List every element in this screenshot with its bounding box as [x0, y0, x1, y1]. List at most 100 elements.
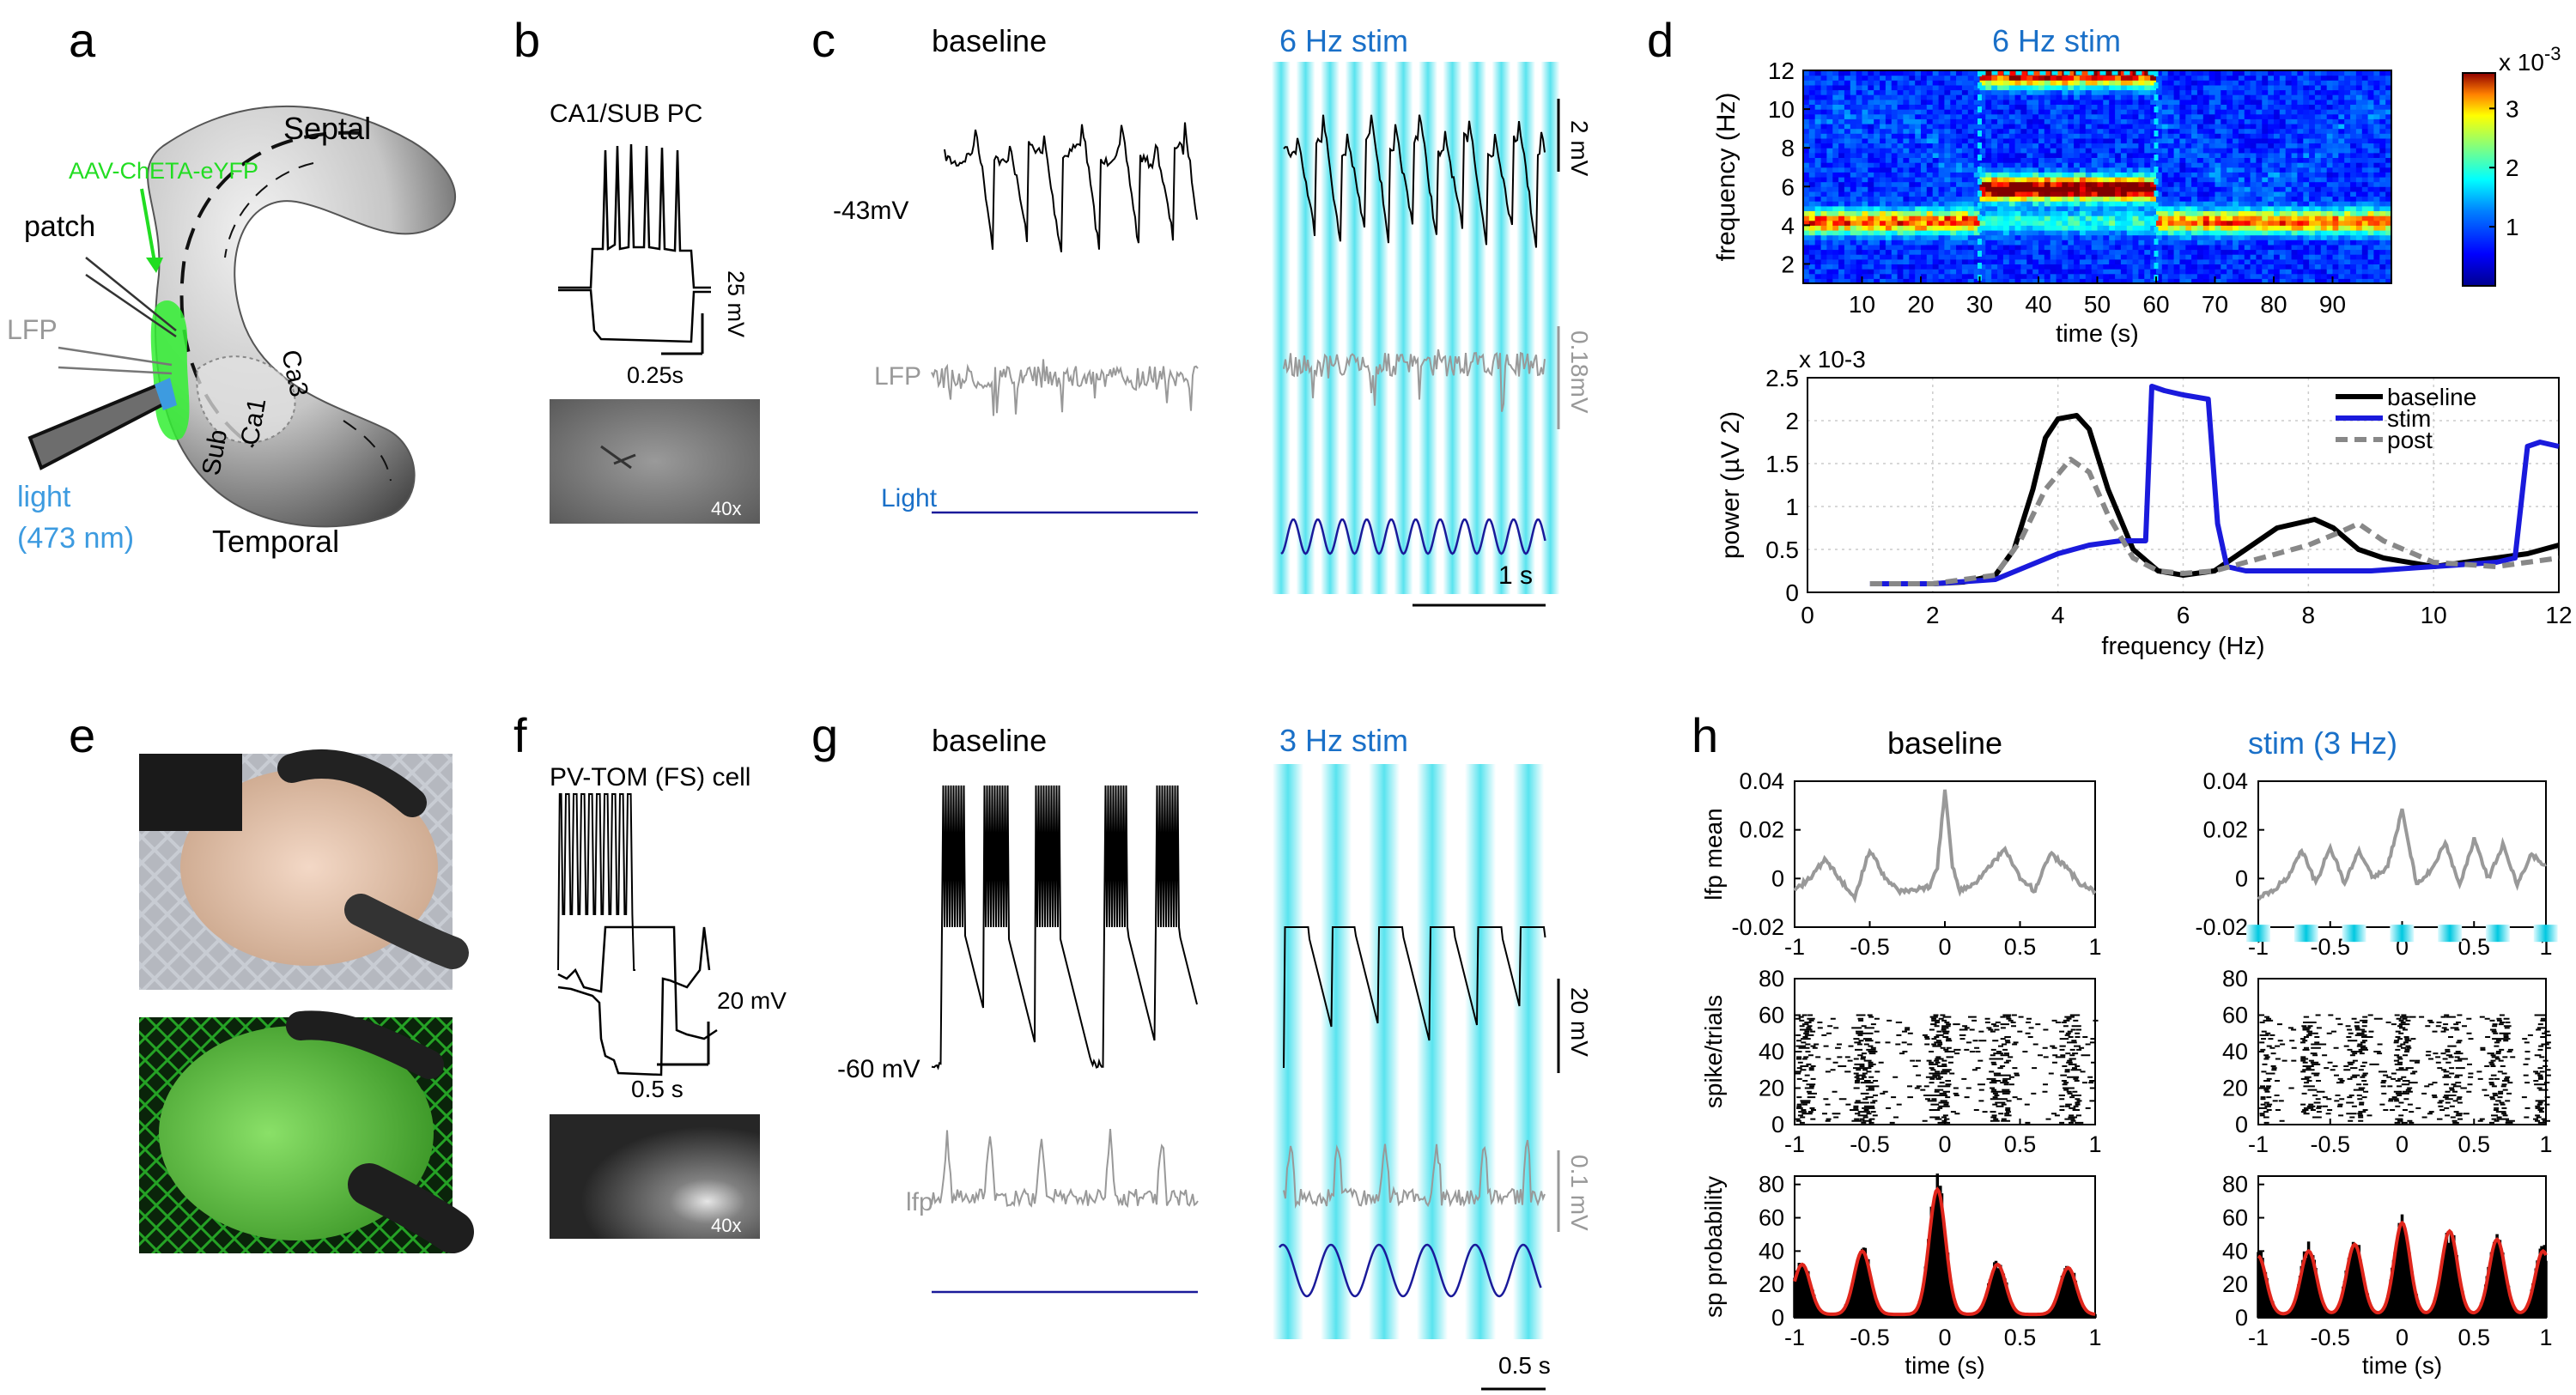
- spectrogram-cell: [2350, 201, 2357, 207]
- spectrogram-cell: [1944, 80, 1951, 86]
- spectrogram-cell: [2262, 258, 2269, 264]
- spectrogram-cell: [2032, 84, 2039, 91]
- spectrogram-cell: [2179, 148, 2186, 154]
- spectrogram-cell: [2208, 269, 2216, 275]
- spectrogram-cell: [1921, 177, 1928, 183]
- spectrogram-cell: [1838, 220, 1845, 226]
- spectrogram-cell: [2314, 186, 2322, 192]
- spectrogram-cell: [2179, 201, 2186, 207]
- stim-beam: [1419, 62, 1437, 594]
- spectrogram-cell: [2068, 278, 2075, 284]
- spectrogram-cell: [2373, 249, 2380, 255]
- spectrogram-cell: [1967, 109, 1975, 115]
- spectrogram-cell: [2268, 201, 2275, 207]
- spectrogram-cell: [1814, 148, 1822, 154]
- spectrogram-cell: [2167, 230, 2175, 236]
- spectrogram-cell: [1826, 220, 1833, 226]
- spectrogram-cell: [2014, 196, 2021, 202]
- spectrogram-cell: [2256, 128, 2263, 134]
- spectrogram-cell: [2268, 220, 2275, 226]
- spectrogram-cell: [2179, 124, 2186, 130]
- spectrogram-cell: [1915, 94, 1922, 100]
- spectrogram-cell: [2138, 157, 2145, 163]
- spectrogram-cell: [2279, 128, 2287, 134]
- spectrogram-cell: [1856, 225, 1863, 231]
- spectrogram-cell: [2156, 244, 2163, 251]
- spectrogram-cell: [2355, 133, 2363, 139]
- spectrogram-cell: [1844, 220, 1851, 226]
- spectrogram-cell: [1921, 137, 1928, 144]
- spectrogram-cell: [2144, 118, 2151, 124]
- spectrogram-cell: [2109, 240, 2116, 246]
- spectrogram-cell: [2032, 230, 2039, 236]
- spectrogram-cell: [1838, 84, 1845, 91]
- spectrogram-cell: [1950, 152, 1957, 158]
- spectrogram-cell: [1803, 70, 1810, 76]
- spectrogram-cell: [2050, 205, 2057, 211]
- spectrogram-cell: [2326, 75, 2334, 81]
- spectrogram-cell: [2367, 258, 2374, 264]
- spectrogram-cell: [2297, 240, 2304, 246]
- spectrogram-cell: [1944, 70, 1951, 76]
- spectrogram-cell: [2038, 128, 2045, 134]
- spectrogram-cell: [2167, 143, 2175, 149]
- spectrogram-cell: [1850, 205, 1857, 211]
- spectrogram-cell: [2020, 152, 2027, 158]
- spectrogram-cell: [2250, 162, 2257, 168]
- spectrogram-cell: [2032, 113, 2039, 119]
- spectrogram-cell: [2202, 137, 2210, 144]
- spectrogram-cell: [2014, 177, 2021, 183]
- spectrogram-cell: [2233, 109, 2239, 115]
- spectrogram-cell: [2227, 99, 2233, 105]
- spectrogram-cell: [2309, 181, 2316, 187]
- spectrogram-cell: [2256, 210, 2263, 216]
- spectrogram-cell: [2050, 167, 2057, 173]
- spectrogram-cell: [2156, 205, 2163, 211]
- spectrogram-cell: [1903, 104, 1910, 110]
- spectrogram-cell: [2379, 278, 2386, 284]
- spectrogram-cell: [1950, 269, 1957, 275]
- spectrogram-cell: [2002, 118, 2010, 124]
- spectrogram-cell: [2050, 210, 2057, 216]
- spectrogram-cell: [2091, 162, 2099, 168]
- spectrogram-cell: [1874, 244, 1880, 251]
- spectrogram-cell: [2344, 269, 2351, 275]
- spectrogram-cell: [2379, 118, 2386, 124]
- spectrogram-cell: [2156, 273, 2163, 279]
- spectrogram-cell: [2355, 109, 2363, 115]
- spectrogram-cell: [1909, 201, 1916, 207]
- spectrogram-cell: [2233, 191, 2239, 197]
- spectrogram-cell: [2002, 244, 2010, 251]
- spectrogram-cell: [2085, 143, 2093, 149]
- aav-arrow: [140, 188, 156, 263]
- y-tick-label: 60: [1759, 1205, 1784, 1231]
- spectrogram-cell: [2250, 80, 2257, 86]
- spectrogram-cell: [2079, 230, 2087, 236]
- spectrogram-cell: [2350, 148, 2357, 154]
- spectrogram-cell: [1997, 137, 2004, 144]
- spectrogram-cell: [1808, 196, 1816, 202]
- spectrogram-cell: [1926, 113, 1934, 119]
- spectrogram-cell: [2008, 201, 2016, 207]
- spectrogram-cell: [1932, 80, 1940, 86]
- spectrogram-cell: [2109, 273, 2116, 279]
- spectrogram-cell: [2262, 143, 2269, 149]
- spectrogram-cell: [1808, 162, 1816, 168]
- spectrogram-cell: [1814, 157, 1822, 163]
- spectrogram-cell: [1979, 201, 1986, 207]
- light-power-stim-g: [1279, 1243, 1542, 1298]
- spectrogram-cell: [2103, 201, 2110, 207]
- spectrogram-cell: [2268, 181, 2275, 187]
- spectrogram-cell: [1985, 254, 1992, 260]
- spectrogram-cell: [2144, 94, 2151, 100]
- spectrogram-cell: [2208, 157, 2216, 163]
- spectrogram-cell: [2350, 186, 2357, 192]
- spectrogram-cell: [2244, 254, 2251, 260]
- spectrogram-cell: [2103, 220, 2110, 226]
- spectrogram-cell: [2109, 269, 2116, 275]
- spectrogram-cell: [2309, 249, 2316, 255]
- spectrogram-cell: [2185, 94, 2192, 100]
- spectrogram-cell: [1944, 220, 1951, 226]
- spectrogram-cell: [2221, 196, 2227, 202]
- spectrogram-cell: [2120, 137, 2128, 144]
